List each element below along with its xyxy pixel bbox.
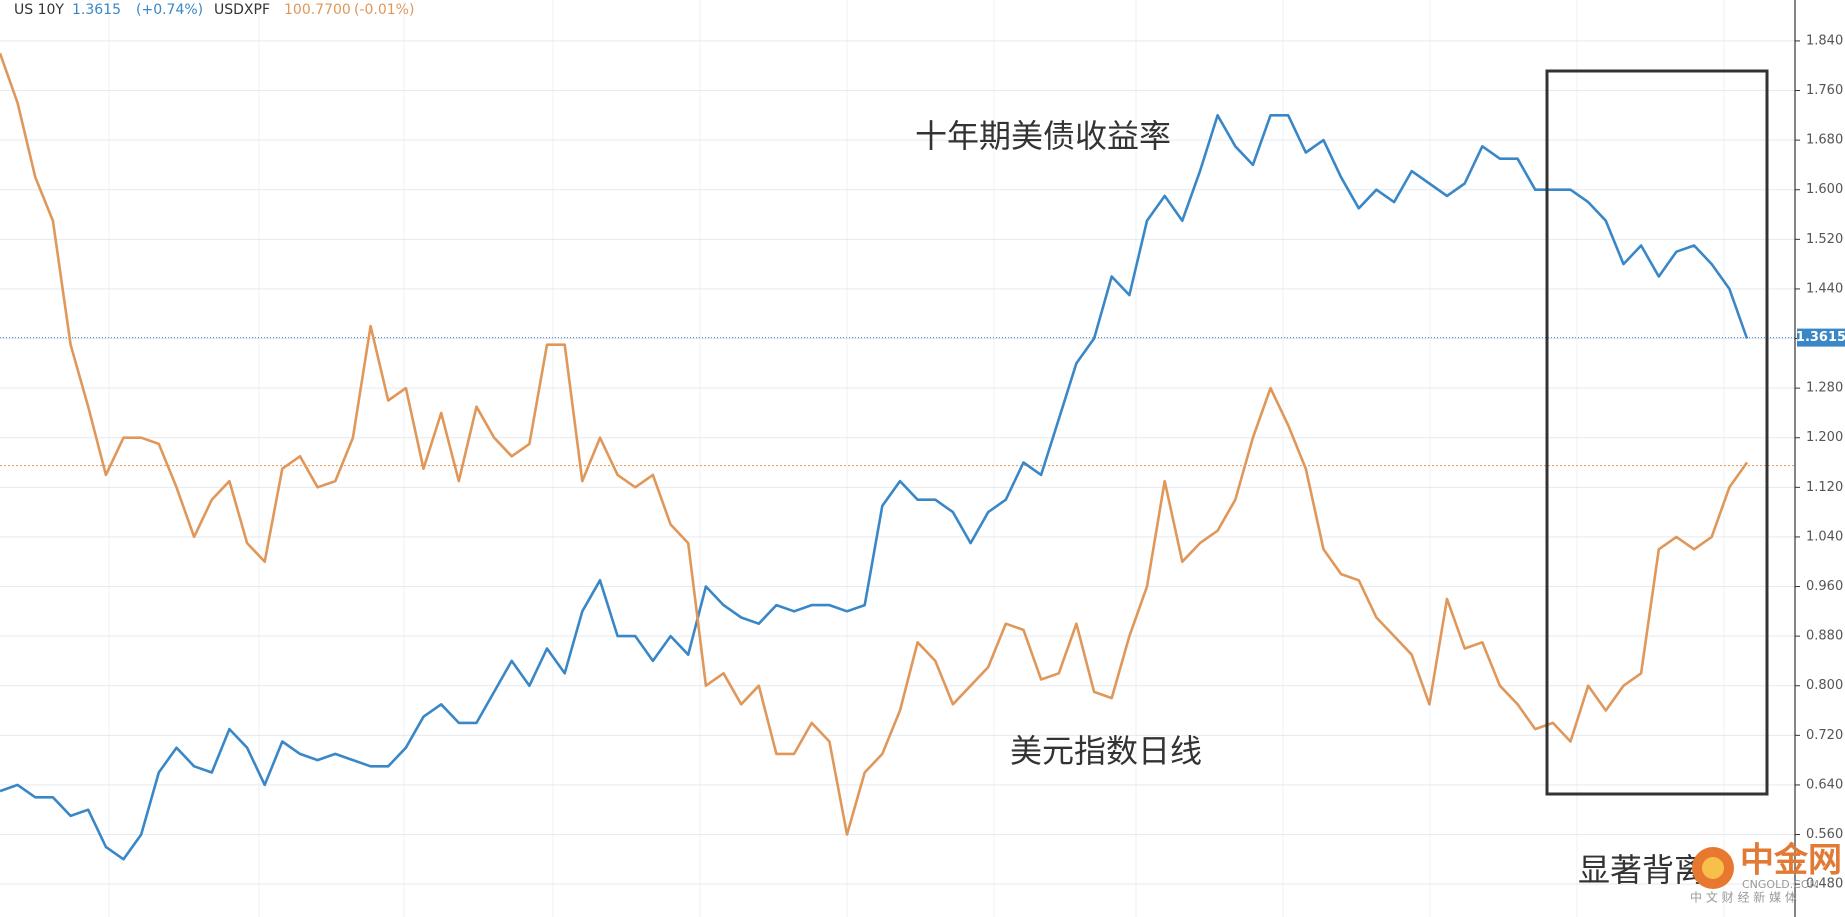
y-tick-label: 1.600 (1806, 182, 1843, 197)
series-line (0, 52, 1749, 836)
y-tick-label: 1.680 (1806, 133, 1843, 148)
y-tick-label: 1.200 (1806, 430, 1843, 445)
legend-value: 100.7700 (284, 2, 351, 18)
y-tick-label: 1.760 (1806, 83, 1843, 98)
highlight-box (1545, 69, 1769, 796)
y-tick-label: 0.640 (1806, 777, 1843, 792)
vertical-grid (108, 0, 1725, 917)
y-tick-label: 0.800 (1806, 678, 1843, 693)
y-tick-label: 0.560 (1806, 827, 1843, 842)
y-tick-label: 1.280 (1806, 381, 1843, 396)
price-tag (1797, 328, 1845, 347)
y-tick-label: 0.720 (1806, 728, 1843, 743)
legend-name[interactable]: USDXPF (214, 2, 270, 18)
legend-change: (-0.01%) (354, 2, 414, 18)
y-tick-label: 0.960 (1806, 579, 1843, 594)
price-tag-label: 1.3615 (1796, 330, 1845, 345)
legend-header: US 10Y 1.3615 (+0.74%) USDXPF 100.7700 (… (14, 2, 414, 18)
logo-slogan: 中 文 财 经 新 媒 体 (1690, 890, 1797, 905)
annotation: 美元指数日线 (1010, 732, 1202, 770)
legend-change: (+0.74%) (136, 2, 203, 18)
y-tick-label: 1.440 (1806, 281, 1843, 296)
lines (0, 52, 1749, 861)
grid (0, 40, 1795, 885)
y-tick-label: 1.520 (1806, 232, 1843, 247)
y-tick-label: 0.480 (1806, 877, 1843, 892)
watermark: 中金网 CNGOLD.COM 中 文 财 经 新 媒 体 (1690, 841, 1842, 905)
axis-labels: 0.480 0.560 0.640 0.720 0.800 0.880 0.960 1.040… (1795, 33, 1845, 892)
y-tick-label: 0.880 (1806, 629, 1843, 644)
logo-site: CNGOLD.COM (1742, 878, 1819, 891)
y-tick-label: 1.840 (1806, 33, 1843, 48)
legend-value: 1.3615 (72, 2, 121, 18)
y-tick-label: 1.040 (1806, 529, 1843, 544)
legend-name[interactable]: US 10Y (14, 2, 64, 18)
logo-text: 中金网 (1740, 841, 1842, 881)
annotation: 显著背离 (1578, 851, 1706, 889)
y-tick-label: 1.120 (1806, 480, 1843, 495)
annotation: 十年期美债收益率 (915, 117, 1171, 155)
logo (1702, 857, 1724, 879)
series-line (0, 114, 1749, 861)
